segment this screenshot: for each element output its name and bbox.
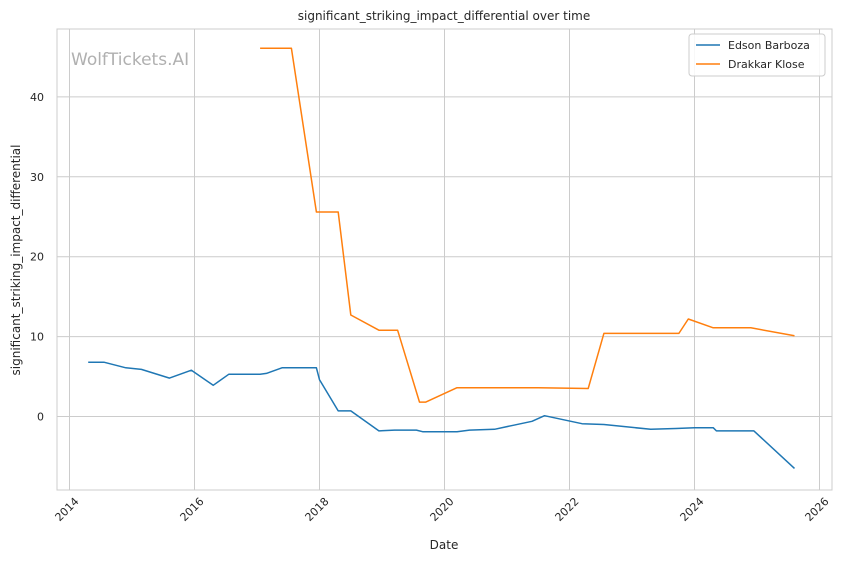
series-line-drakkar-klose — [260, 47, 795, 403]
x-tick-label: 2016 — [178, 495, 207, 524]
legend-box — [688, 33, 826, 77]
y-axis-label: significant_striking_impact_differential — [9, 145, 23, 376]
y-tick-label: 20 — [30, 251, 44, 264]
y-tick-label: 10 — [30, 331, 44, 344]
grid — [57, 29, 832, 490]
y-tick-label: 40 — [30, 91, 44, 104]
legend-label-drakkar-klose: Drakkar Klose — [728, 58, 805, 71]
x-tick-label: 2022 — [553, 495, 582, 524]
chart-title: significant_striking_impact_differential… — [298, 9, 590, 23]
legend: Edson Barboza Drakkar Klose — [688, 33, 826, 77]
x-axis-label: Date — [430, 538, 459, 552]
x-tick-label: 2026 — [803, 495, 832, 524]
series-lines — [88, 47, 796, 469]
watermark-text: WolfTickets.AI — [71, 50, 189, 70]
x-tick-label: 2024 — [678, 495, 707, 524]
y-tick-label: 0 — [37, 410, 44, 423]
legend-label-edson-barboza: Edson Barboza — [728, 39, 810, 52]
x-tick-label: 2018 — [303, 495, 332, 524]
x-tick-label: 2020 — [428, 495, 457, 524]
x-tick-label: 2014 — [53, 495, 82, 524]
plot-border — [56, 28, 833, 491]
series-line-edson-barboza — [88, 361, 796, 469]
y-tick-label: 30 — [30, 171, 44, 184]
